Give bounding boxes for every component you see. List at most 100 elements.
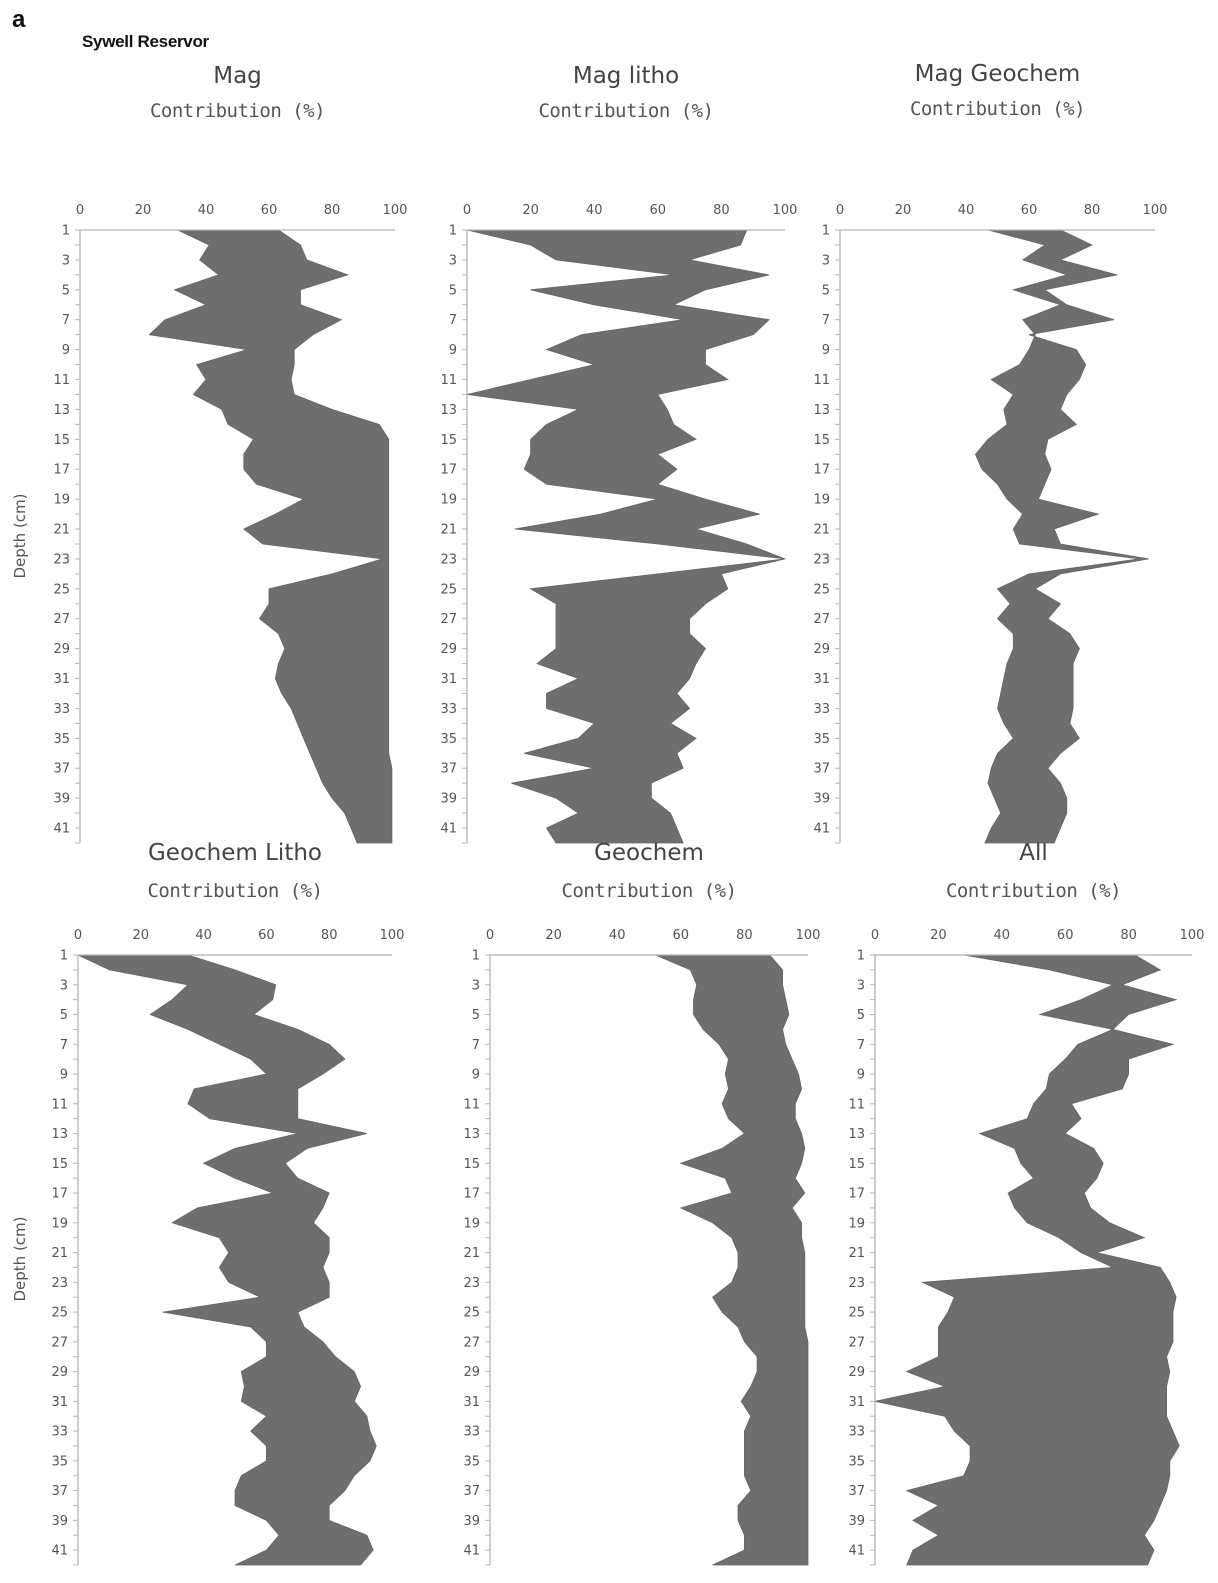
y-tick-label: 27 — [463, 1335, 480, 1350]
x-tick-label: 100 — [383, 203, 408, 218]
y-tick-label: 29 — [813, 642, 830, 657]
y-tick-label: 23 — [463, 1276, 480, 1291]
x-tick-label: 20 — [545, 928, 562, 943]
y-tick-label: 1 — [62, 224, 70, 239]
y-tick-label: 15 — [813, 433, 830, 448]
chart-title: Geochem — [594, 840, 704, 866]
x-tick-label: 20 — [133, 928, 150, 943]
y-tick-label: 9 — [857, 1068, 865, 1083]
y-tick-label: 15 — [53, 433, 70, 448]
y-tick-label: 39 — [463, 1514, 480, 1529]
y-tick-label: 13 — [813, 403, 830, 418]
y-tick-label: 3 — [60, 978, 68, 993]
y-tick-label: 33 — [51, 1425, 68, 1440]
y-tick-label: 25 — [813, 582, 830, 597]
x-tick-label: 40 — [609, 928, 626, 943]
contribution-area — [655, 954, 809, 1566]
y-tick-label: 35 — [813, 732, 830, 747]
x-tick-label: 0 — [463, 203, 471, 218]
y-tick-label: 27 — [440, 612, 457, 627]
x-tick-label: 40 — [195, 928, 212, 943]
y-tick-label: 7 — [60, 1038, 68, 1053]
x-axis-label: Contribution (%) — [945, 880, 1122, 902]
x-tick-label: 60 — [1021, 203, 1038, 218]
x-tick-label: 60 — [261, 203, 278, 218]
x-tick-label: 80 — [1084, 203, 1101, 218]
chart-panel-mag: Mag Contribution (%) Depth (cm) 0 20 40 60 8… — [0, 55, 415, 853]
x-tick-label: 20 — [895, 203, 912, 218]
y-tick-label: 31 — [848, 1395, 865, 1410]
contribution-area — [874, 954, 1180, 1566]
y-tick-label: 23 — [813, 552, 830, 567]
y-tick-label: 25 — [848, 1306, 865, 1321]
y-tick-label: 37 — [848, 1484, 865, 1499]
x-axis-label: Contribution (%) — [561, 880, 737, 902]
y-tick-label: 17 — [813, 463, 830, 478]
y-tick-label: 35 — [848, 1454, 865, 1469]
y-tick-label: 1 — [60, 949, 68, 964]
x-tick-label: 0 — [76, 203, 84, 218]
y-tick-label: 29 — [848, 1365, 865, 1380]
y-tick-label: 35 — [440, 732, 457, 747]
x-tick-label: 0 — [836, 203, 844, 218]
y-tick-label: 3 — [822, 253, 830, 268]
y-tick-label: 37 — [51, 1484, 68, 1499]
y-tick-label: 19 — [51, 1216, 68, 1231]
x-tick-label: 0 — [486, 928, 494, 943]
x-tick-label: 60 — [673, 928, 690, 943]
y-tick-label: 21 — [53, 523, 70, 538]
y-tick-label: 1 — [472, 949, 480, 964]
x-tick-label: 80 — [324, 203, 341, 218]
y-tick-label: 17 — [53, 463, 70, 478]
y-tick-label: 25 — [51, 1306, 68, 1321]
y-tick-label: 13 — [51, 1127, 68, 1142]
x-axis-label: Contribution (%) — [909, 98, 1086, 120]
chart-plot: 0 20 40 60 80 1001357911131517192123252729313… — [53, 203, 408, 844]
y-tick-label: 9 — [822, 343, 830, 358]
chart-plot: 0 20 40 60 80 1001357911131517192123252729313… — [848, 928, 1205, 1566]
y-tick-label: 41 — [440, 822, 457, 837]
y-tick-label: 33 — [813, 702, 830, 717]
y-tick-label: 7 — [449, 313, 457, 328]
chart-title: All — [1019, 840, 1048, 866]
y-tick-label: 19 — [848, 1216, 865, 1231]
y-tick-label: 23 — [53, 552, 70, 567]
chart-plot: 0 20 40 60 80 1001357911131517192123252729313… — [440, 203, 798, 844]
y-tick-label: 15 — [463, 1157, 480, 1172]
y-tick-label: 37 — [813, 762, 830, 777]
y-tick-label: 41 — [463, 1544, 480, 1559]
y-tick-label: 15 — [440, 433, 457, 448]
y-tick-label: 35 — [51, 1454, 68, 1469]
x-tick-label: 100 — [796, 928, 821, 943]
y-tick-label: 21 — [51, 1246, 68, 1261]
chart-plot: 0 20 40 60 80 1001357911131517192123252729313… — [463, 928, 821, 1566]
x-tick-label: 80 — [1120, 928, 1137, 943]
x-axis-label: Contribution (%) — [538, 100, 714, 122]
chart-panel-geochem-litho: Geochem Litho Contribution (%) Depth (cm… — [0, 840, 412, 1575]
chart-panel-geochem: Geochem Contribution (%) 0 20 40 60 80 100 1 3 5… — [420, 840, 828, 1575]
x-tick-label: 20 — [522, 203, 539, 218]
y-tick-label: 29 — [440, 642, 457, 657]
x-tick-label: 100 — [1143, 203, 1168, 218]
chart-title: Mag Geochem — [914, 61, 1081, 87]
y-tick-label: 5 — [60, 1008, 68, 1023]
y-tick-label: 27 — [813, 612, 830, 627]
y-tick-label: 33 — [53, 702, 70, 717]
x-tick-label: 100 — [773, 203, 798, 218]
x-tick-label: 100 — [1180, 928, 1205, 943]
x-tick-label: 40 — [958, 203, 975, 218]
y-tick-label: 9 — [449, 343, 457, 358]
y-tick-label: 15 — [848, 1157, 865, 1172]
y-tick-label: 17 — [848, 1187, 865, 1202]
y-tick-label: 39 — [53, 792, 70, 807]
x-tick-label: 40 — [586, 203, 603, 218]
y-tick-label: 19 — [53, 493, 70, 508]
y-tick-label: 27 — [51, 1335, 68, 1350]
y-tick-label: 35 — [53, 732, 70, 747]
y-tick-label: 17 — [463, 1187, 480, 1202]
y-tick-label: 41 — [51, 1544, 68, 1559]
x-tick-label: 20 — [135, 203, 152, 218]
y-tick-label: 21 — [440, 523, 457, 538]
y-tick-label: 11 — [813, 373, 830, 388]
x-tick-label: 40 — [994, 928, 1011, 943]
